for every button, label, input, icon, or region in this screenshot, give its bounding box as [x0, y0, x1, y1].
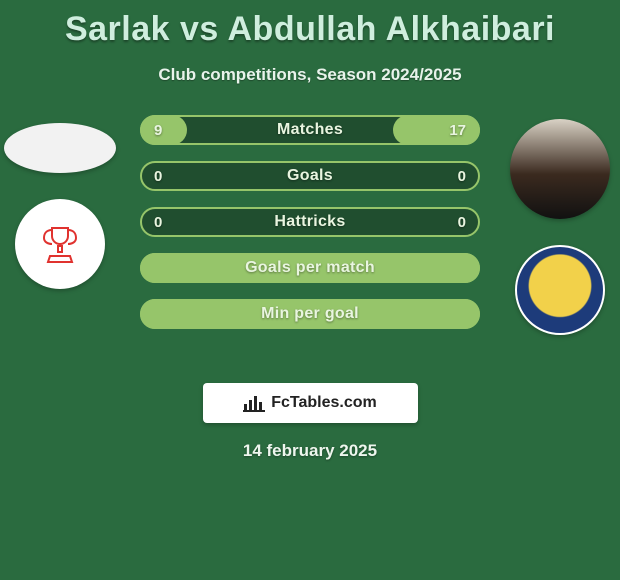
brand-text: FcTables.com	[271, 394, 377, 412]
stat-label: Matches	[142, 117, 478, 143]
player-right-column	[500, 115, 620, 335]
player-right-club-badge	[515, 245, 605, 335]
stat-label: Min per goal	[142, 301, 478, 327]
stat-row-goals_per_match: Goals per match	[140, 253, 480, 283]
bar-chart-icon	[243, 394, 265, 412]
stat-row-matches: 917Matches	[140, 115, 480, 145]
player-left-column	[0, 115, 120, 289]
stat-label: Hattricks	[142, 209, 478, 235]
trophy-icon	[32, 216, 88, 272]
stat-row-hattricks: 00Hattricks	[140, 207, 480, 237]
date-label: 14 february 2025	[0, 441, 620, 461]
stat-bars: 917Matches 00Goals 00Hattricks Goals per ma…	[140, 115, 480, 345]
player-left-club-badge	[15, 199, 105, 289]
brand-box: FcTables.com	[203, 383, 418, 423]
stat-row-min_per_goal: Min per goal	[140, 299, 480, 329]
stat-row-goals: 00Goals	[140, 161, 480, 191]
comparison-arena: 917Matches 00Goals 00Hattricks Goals per ma…	[0, 115, 620, 375]
stat-label: Goals per match	[142, 255, 478, 281]
player-left-avatar	[4, 123, 116, 173]
page-subtitle: Club competitions, Season 2024/2025	[0, 65, 620, 85]
stat-label: Goals	[142, 163, 478, 189]
player-right-avatar	[510, 119, 610, 219]
page-title: Sarlak vs Abdullah Alkhaibari	[0, 0, 620, 49]
